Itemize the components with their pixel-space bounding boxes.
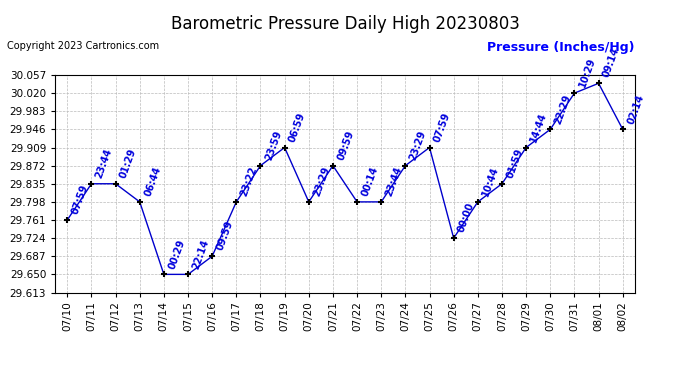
- Text: 07:59: 07:59: [70, 183, 90, 216]
- Text: 23:29: 23:29: [312, 165, 332, 198]
- Text: 02:14: 02:14: [626, 93, 646, 125]
- Text: 09:59: 09:59: [215, 219, 235, 252]
- Text: 06:44: 06:44: [143, 165, 163, 198]
- Text: 01:59: 01:59: [505, 147, 525, 180]
- Text: 22:29: 22:29: [553, 93, 573, 125]
- Text: 23:44: 23:44: [384, 165, 404, 198]
- Text: Pressure (Inches/Hg): Pressure (Inches/Hg): [487, 41, 635, 54]
- Text: 10:44: 10:44: [481, 165, 501, 198]
- Text: 09:14: 09:14: [602, 46, 622, 79]
- Text: 23:44: 23:44: [95, 147, 115, 180]
- Text: 00:14: 00:14: [360, 165, 380, 198]
- Text: Barometric Pressure Daily High 20230803: Barometric Pressure Daily High 20230803: [170, 15, 520, 33]
- Text: 06:59: 06:59: [288, 111, 308, 143]
- Text: 01:29: 01:29: [119, 147, 139, 180]
- Text: Copyright 2023 Cartronics.com: Copyright 2023 Cartronics.com: [7, 41, 159, 51]
- Text: 23:59: 23:59: [264, 129, 284, 162]
- Text: 00:00: 00:00: [457, 201, 477, 234]
- Text: 10:29: 10:29: [578, 56, 598, 89]
- Text: 23:29: 23:29: [408, 129, 428, 162]
- Text: 09:59: 09:59: [336, 129, 356, 162]
- Text: 00:29: 00:29: [167, 238, 187, 270]
- Text: 07:59: 07:59: [433, 111, 453, 143]
- Text: 22:14: 22:14: [191, 238, 211, 270]
- Text: 23:22: 23:22: [239, 165, 259, 198]
- Text: 14:44: 14:44: [529, 111, 549, 143]
